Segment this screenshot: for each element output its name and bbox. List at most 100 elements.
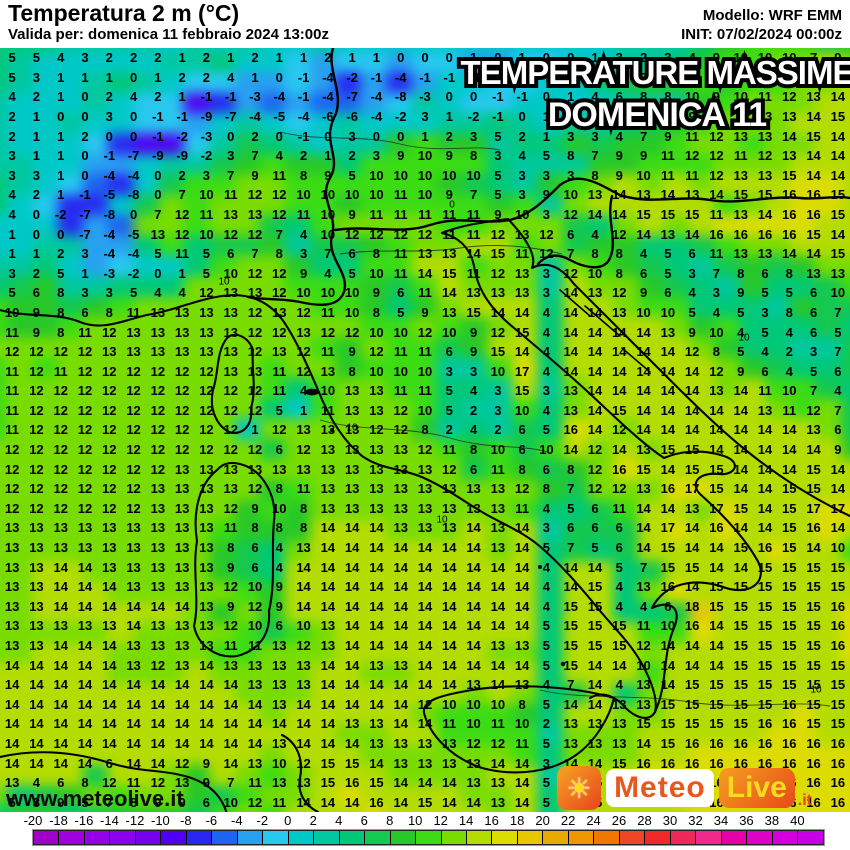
- temp-field-cell: [613, 520, 641, 544]
- temp-field-cell: [184, 357, 212, 381]
- temp-field-cell: [537, 479, 565, 503]
- temp-field-cell: [0, 378, 10, 401]
- temp-field-cell: [739, 357, 767, 381]
- temp-field-cell: [32, 439, 60, 462]
- temp-field-cell: [764, 48, 793, 55]
- temp-field-cell: [714, 357, 742, 381]
- temp-field-cell: [714, 153, 742, 177]
- temp-field-cell: [764, 133, 793, 156]
- scale-tick-label: -18: [49, 813, 68, 828]
- temp-field-cell: [259, 92, 288, 116]
- temp-field-cell: [512, 296, 540, 319]
- temp-field-cell: [82, 479, 111, 503]
- temp-field-cell: [234, 316, 262, 340]
- scale-color-cell: [619, 831, 646, 844]
- temp-field-cell: [234, 357, 262, 381]
- temp-field-cell: [537, 398, 565, 421]
- header-left: Temperatura 2 m (°C) Valida per: domenic…: [8, 1, 329, 48]
- temp-field-cell: [133, 52, 161, 75]
- temp-field-cell: [790, 174, 818, 197]
- temp-field-cell: [840, 316, 850, 340]
- temp-field-cell: [108, 174, 136, 197]
- temp-field-cell: [790, 296, 818, 319]
- temp-field-cell: [158, 296, 187, 319]
- temp-field-cell: [512, 48, 540, 55]
- temp-field-cell: [335, 133, 363, 156]
- temp-field-cell: [537, 276, 565, 299]
- temp-field-cell: [815, 255, 843, 279]
- temp-field-cell: [108, 255, 136, 279]
- temp-field-cell: [32, 418, 60, 442]
- temp-field-cell: [840, 479, 850, 503]
- temp-field-cell: [7, 378, 35, 401]
- temp-field-cell: [285, 153, 313, 177]
- temp-field-cell: [310, 439, 338, 462]
- temp-field-cell: [32, 255, 60, 279]
- temp-field-cell: [638, 296, 666, 319]
- temp-field-cell: [411, 255, 439, 279]
- temp-field-cell: [613, 398, 641, 421]
- scale-color-cell: [263, 831, 289, 844]
- temp-field-cell: [588, 398, 616, 421]
- temp-field-cell: [7, 337, 35, 360]
- temp-field-cell: [790, 357, 818, 381]
- temp-field-cell: [234, 378, 262, 401]
- sun-glyph: ☀: [566, 772, 592, 804]
- temp-field-cell: [714, 500, 742, 523]
- temp-field-cell: [234, 418, 262, 442]
- temp-field-cell: [739, 52, 767, 75]
- temp-field-cell: [663, 235, 692, 258]
- temp-field-cell: [689, 316, 717, 340]
- temp-field-cell: [588, 418, 616, 442]
- temp-field-cell: [184, 92, 212, 116]
- temp-field-cell: [613, 194, 641, 218]
- temp-field-cell: [411, 174, 439, 197]
- temp-field-cell: [0, 174, 10, 197]
- temp-field-cell: [108, 72, 136, 95]
- temp-field-cell: [7, 48, 35, 55]
- temp-field-cell: [411, 337, 439, 360]
- scale-color-cell: [721, 831, 748, 844]
- temp-field-cell: [285, 235, 313, 258]
- temp-field-cell: [259, 296, 288, 319]
- temp-field-cell: [714, 398, 742, 421]
- temp-field-cell: [158, 316, 187, 340]
- temp-field-cell: [360, 418, 389, 442]
- temp-field-cell: [512, 398, 540, 421]
- scale-color-cell: [441, 831, 467, 844]
- temp-field-cell: [638, 500, 666, 523]
- temp-field-cell: [133, 92, 161, 116]
- temp-field-cell: [487, 153, 515, 177]
- temp-field-cell: [57, 113, 86, 136]
- temp-field-cell: [57, 48, 86, 55]
- temp-field-cell: [386, 215, 414, 238]
- temp-field-cell: [815, 316, 843, 340]
- temp-field-cell: [310, 337, 338, 360]
- temp-field-cell: [57, 296, 86, 319]
- temp-field-cell: [360, 255, 389, 279]
- temp-field-cell: [764, 398, 793, 421]
- temp-field-cell: [638, 133, 666, 156]
- temp-field-cell: [411, 418, 439, 442]
- temp-field-cell: [739, 174, 767, 197]
- temp-field-cell: [461, 72, 490, 95]
- temp-field-cell: [57, 194, 86, 218]
- temp-field-cell: [461, 153, 490, 177]
- temp-field-cell: [158, 357, 187, 381]
- temp-field-cell: [613, 296, 641, 319]
- temp-field-cell: [537, 520, 565, 544]
- temp-field-cell: [158, 72, 187, 95]
- temp-field-cell: [133, 255, 161, 279]
- temp-field-cell: [0, 92, 10, 116]
- temp-field-cell: [184, 296, 212, 319]
- temp-field-cell: [259, 194, 288, 218]
- temp-field-cell: [638, 52, 666, 75]
- temp-field-cell: [360, 92, 389, 116]
- temp-field-cell: [512, 357, 540, 381]
- temp-field-cell: [739, 479, 767, 503]
- temp-field-cell: [764, 378, 793, 401]
- temp-field-cell: [588, 378, 616, 401]
- temp-field-cell: [285, 52, 313, 75]
- scale-tick-label: -8: [180, 813, 192, 828]
- temp-field-cell: [360, 194, 389, 218]
